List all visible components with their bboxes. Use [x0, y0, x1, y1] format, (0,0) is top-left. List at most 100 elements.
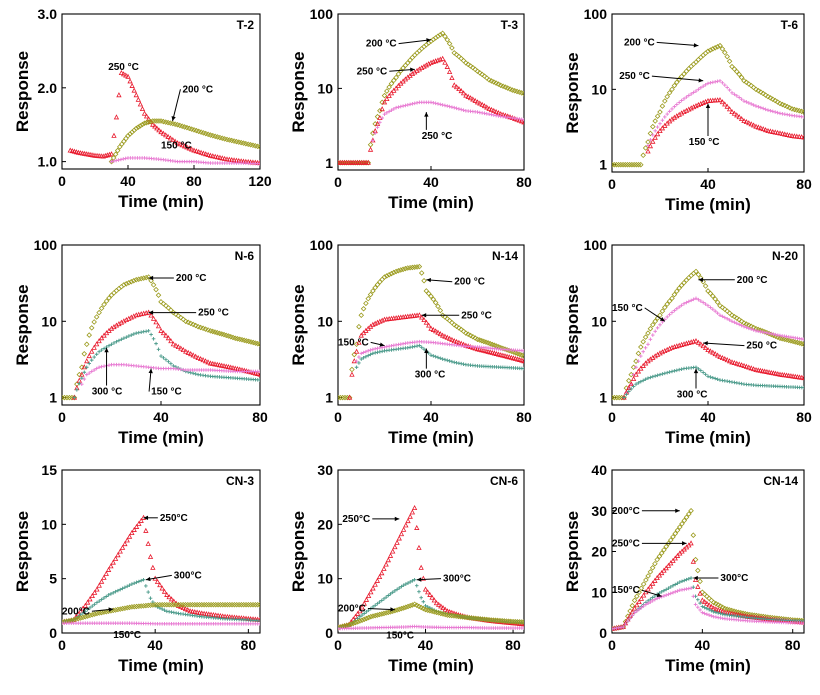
data-point [178, 603, 184, 609]
data-point [438, 356, 443, 361]
data-point [114, 147, 121, 154]
data-point [388, 80, 395, 87]
y-axis-title: Response [13, 511, 32, 592]
data-point [683, 514, 690, 521]
data-point [171, 601, 177, 608]
data-point [678, 282, 685, 289]
data-point [425, 290, 432, 297]
y-axis-title: Response [563, 52, 582, 133]
data-point [373, 603, 377, 608]
data-point [380, 116, 384, 120]
data-point [107, 343, 111, 348]
data-point [767, 128, 774, 134]
data-point [641, 378, 645, 383]
data-point [442, 606, 448, 612]
data-point [372, 612, 378, 619]
data-point [662, 594, 666, 598]
y-tick-label: 0 [49, 625, 57, 641]
data-point [252, 370, 259, 376]
data-point [437, 31, 444, 38]
data-point [81, 611, 85, 615]
data-point [190, 321, 196, 328]
data-point [710, 46, 716, 52]
data-point [154, 578, 161, 584]
data-point [365, 614, 372, 621]
arrow-head [148, 368, 153, 374]
data-point [414, 524, 420, 530]
annotation-label: 300°C [720, 573, 748, 584]
data-point [626, 377, 632, 384]
annotation-label: 150 °C [689, 137, 720, 148]
series [71, 309, 260, 400]
data-point [743, 119, 750, 125]
data-point [154, 125, 160, 131]
data-point [356, 323, 362, 330]
data-point [141, 110, 148, 116]
data-point [522, 626, 524, 630]
data-point [667, 109, 672, 114]
data-point [773, 110, 777, 114]
data-point [442, 333, 448, 339]
data-point [92, 602, 97, 607]
data-point [102, 596, 106, 600]
data-point [718, 313, 722, 318]
data-point [722, 356, 728, 362]
data-point [166, 601, 172, 608]
data-point [210, 360, 216, 366]
data-point [645, 330, 651, 336]
data-point [472, 335, 478, 341]
data-point [650, 599, 655, 603]
data-point [705, 48, 711, 55]
data-point [665, 112, 669, 116]
data-point [736, 361, 742, 367]
x-tick-label: 80 [505, 637, 521, 653]
data-point [682, 96, 686, 101]
data-point [131, 603, 137, 610]
data-point [178, 345, 184, 351]
data-point [653, 128, 657, 133]
x-tick-label: 80 [241, 637, 257, 653]
data-point [802, 619, 804, 623]
data-point [747, 326, 751, 331]
data-point [258, 619, 260, 623]
data-point [491, 107, 497, 113]
data-point [338, 394, 344, 401]
data-point [387, 609, 394, 615]
data-point [127, 334, 131, 338]
data-point [359, 357, 364, 361]
data-point [349, 366, 355, 373]
data-point [257, 616, 260, 622]
data-point [409, 602, 416, 608]
data-point [702, 283, 709, 289]
data-point [519, 118, 524, 124]
panel-title: T-2 [237, 18, 255, 32]
data-point [121, 157, 126, 161]
data-point [350, 620, 357, 627]
data-point [71, 394, 78, 401]
data-point [664, 93, 670, 100]
data-point [250, 369, 256, 375]
data-point [675, 368, 679, 373]
data-point [375, 125, 380, 130]
data-point [405, 518, 411, 524]
data-point [640, 362, 646, 368]
data-point [357, 618, 363, 624]
annotation-arrow [398, 39, 432, 45]
data-point [652, 577, 658, 583]
data-point [703, 302, 708, 306]
arrow-head [693, 575, 698, 581]
series [338, 55, 524, 165]
data-point [679, 303, 684, 308]
data-point [650, 595, 655, 600]
x-tick-label: 80 [785, 637, 801, 653]
data-point [796, 133, 802, 139]
data-point [514, 619, 521, 625]
data-point [494, 113, 498, 118]
data-point [431, 101, 436, 105]
data-area [338, 263, 524, 401]
data-point [94, 610, 100, 617]
data-point [419, 595, 423, 600]
data-point [137, 579, 141, 584]
data-point [236, 601, 242, 608]
series [645, 97, 804, 154]
